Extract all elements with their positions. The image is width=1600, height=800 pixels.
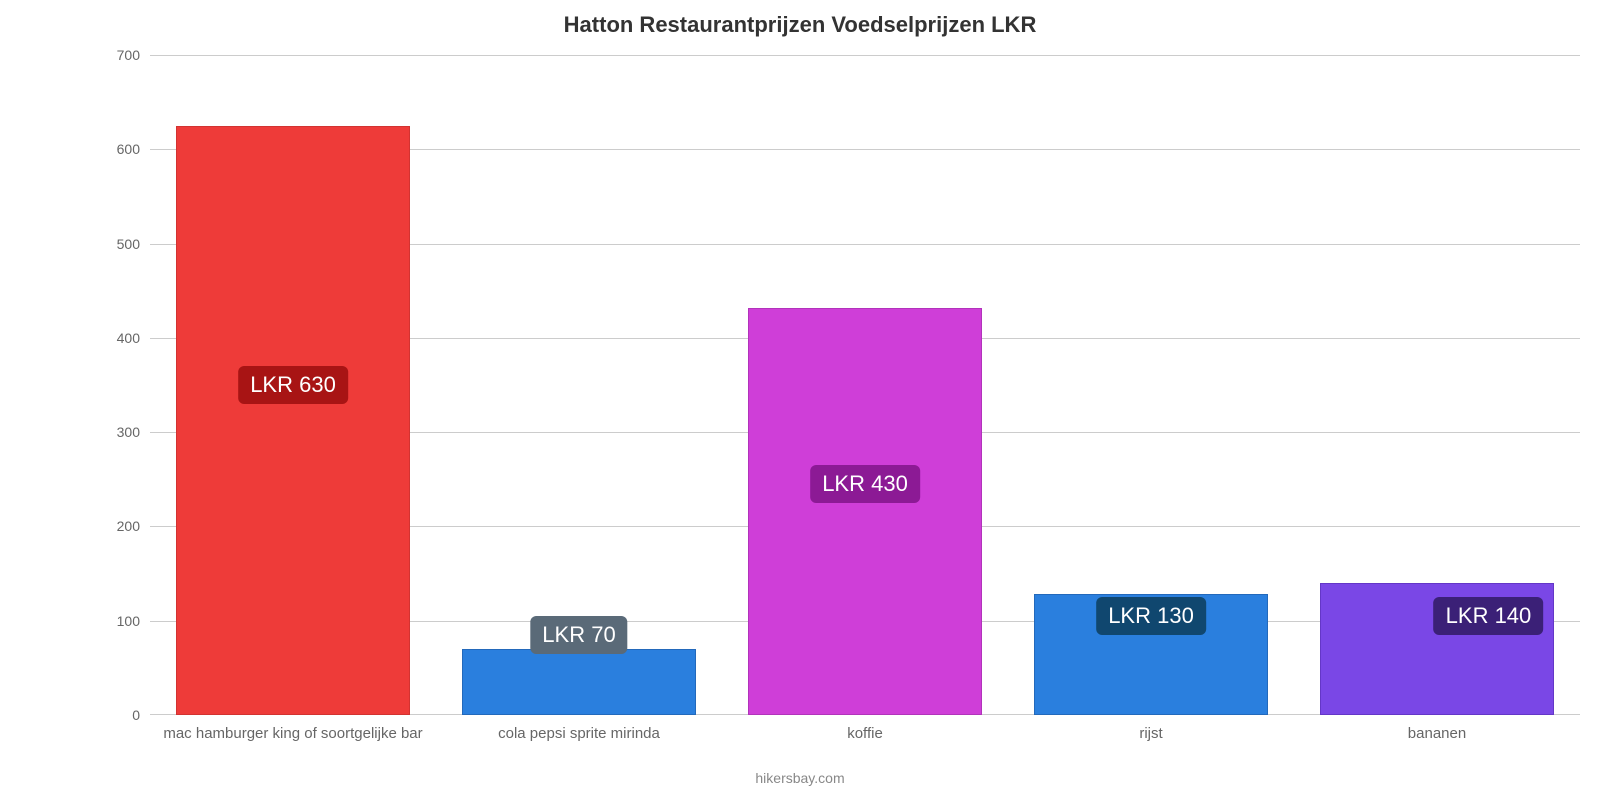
- y-tick-label: 700: [117, 47, 150, 63]
- y-tick-label: 0: [132, 707, 150, 723]
- y-tick-label: 200: [117, 518, 150, 534]
- y-tick-label: 300: [117, 424, 150, 440]
- bar: [748, 308, 983, 715]
- gridline: [150, 55, 1580, 56]
- y-tick-label: 400: [117, 330, 150, 346]
- x-tick-label: bananen: [1294, 715, 1580, 742]
- value-badge: LKR 70: [530, 616, 627, 654]
- value-badge: LKR 630: [238, 366, 348, 404]
- value-badge: LKR 140: [1434, 597, 1544, 635]
- attribution-text: hikersbay.com: [0, 770, 1600, 786]
- chart-title: Hatton Restaurantprijzen Voedselprijzen …: [0, 12, 1600, 38]
- x-tick-label: koffie: [722, 715, 1008, 742]
- x-tick-label: cola pepsi sprite mirinda: [436, 715, 722, 742]
- x-tick-label: mac hamburger king of soortgelijke bar: [150, 715, 436, 742]
- y-tick-label: 500: [117, 236, 150, 252]
- y-tick-label: 100: [117, 613, 150, 629]
- bar: [176, 126, 411, 715]
- bar: [462, 649, 697, 715]
- x-tick-label: rijst: [1008, 715, 1294, 742]
- value-badge: LKR 430: [810, 465, 920, 503]
- chart-container: Hatton Restaurantprijzen Voedselprijzen …: [0, 0, 1600, 800]
- plot-area: 0100200300400500600700mac hamburger king…: [150, 55, 1580, 715]
- value-badge: LKR 130: [1096, 597, 1206, 635]
- y-tick-label: 600: [117, 141, 150, 157]
